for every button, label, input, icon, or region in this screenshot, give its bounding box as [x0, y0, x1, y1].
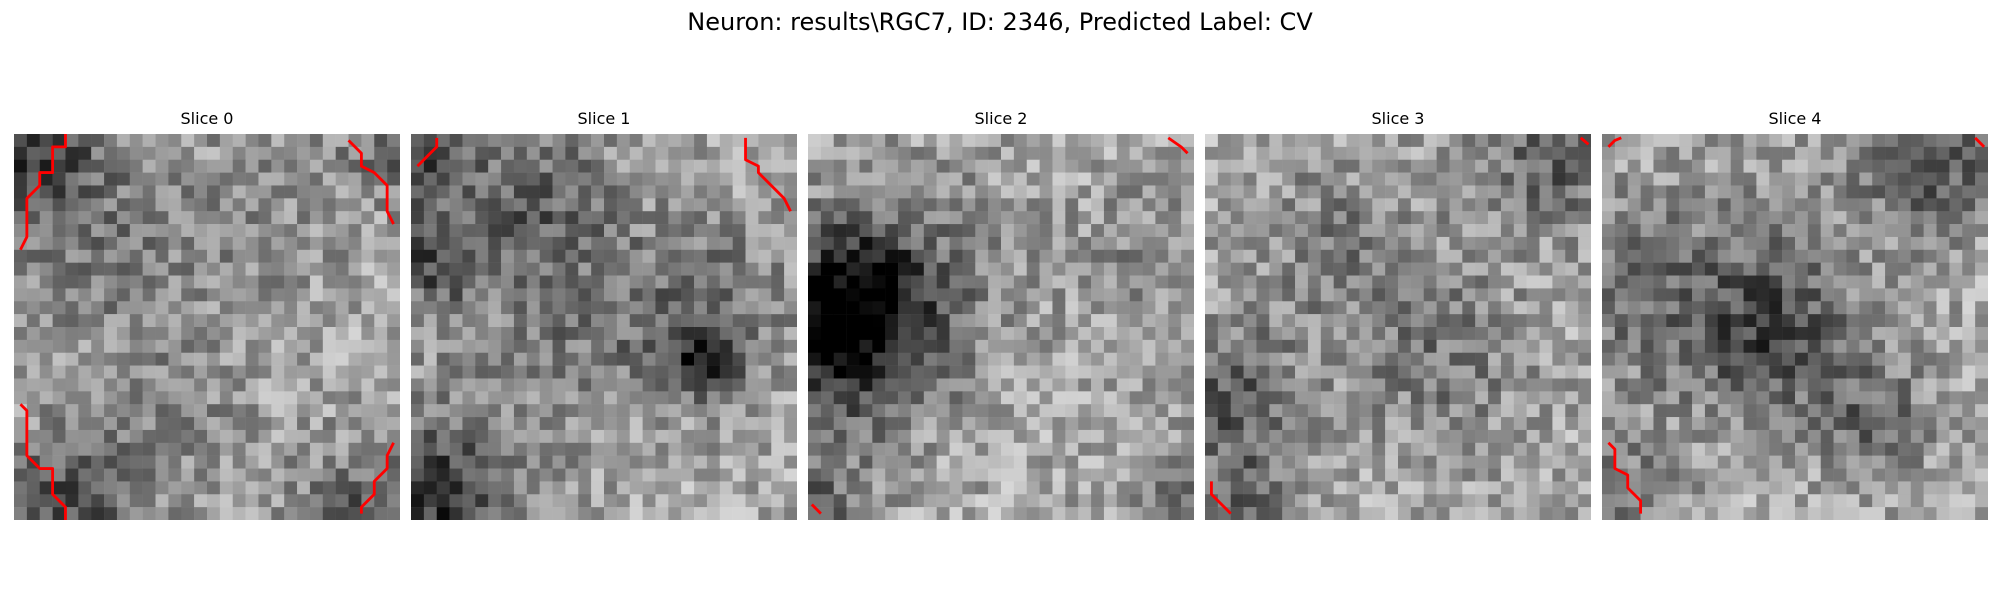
slice-image-4	[1602, 134, 1988, 520]
contour-line-0-3	[359, 442, 395, 514]
contour-line-4-2	[1607, 441, 1643, 514]
slice-title-3: Slice 3	[1371, 109, 1425, 128]
contour-line-2-0	[1167, 136, 1189, 155]
contour-line-1-0	[416, 137, 439, 168]
contour-line-3-0	[1579, 136, 1590, 146]
slice-image-3	[1205, 134, 1591, 520]
slice-title-1: Slice 1	[577, 109, 631, 128]
contour-line-2-1	[810, 503, 822, 515]
slice-image-0	[14, 134, 400, 520]
figure-title: Neuron: results\RGC7, ID: 2346, Predicte…	[687, 8, 1313, 36]
slice-title-2: Slice 2	[974, 109, 1028, 128]
contour-line-0-0	[19, 134, 67, 251]
slice-image-2	[808, 134, 1194, 520]
contour-line-4-1	[1974, 136, 1986, 148]
contour-line-0-1	[347, 139, 395, 225]
contour-line-4-0	[1607, 136, 1622, 148]
slice-title-0: Slice 0	[180, 109, 234, 128]
slice-title-4: Slice 4	[1768, 109, 1822, 128]
slice-image-1	[411, 134, 797, 520]
contour-line-0-2	[19, 403, 67, 520]
contour-line-1-1	[744, 137, 792, 212]
contour-line-3-1	[1210, 481, 1232, 515]
